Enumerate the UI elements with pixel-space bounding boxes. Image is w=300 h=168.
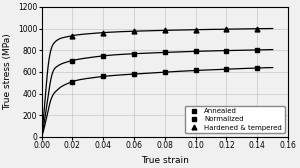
Normalized [101,55,105,57]
Hardened & tempered [163,29,166,31]
Annealed [194,70,197,72]
Annealed [225,68,228,70]
Hardened & tempered [70,35,74,37]
Line: Normalized: Normalized [70,48,260,63]
Hardened & tempered [194,29,197,31]
Hardened & tempered [256,28,259,30]
Normalized [70,59,74,61]
Legend: Annealed, Normalized, Hardened & tempered: Annealed, Normalized, Hardened & tempere… [184,106,285,133]
Line: Hardened & tempered: Hardened & tempered [70,26,260,38]
Annealed [101,75,105,77]
Normalized [163,51,166,53]
Y-axis label: True stress (MPa): True stress (MPa) [4,33,13,110]
Normalized [132,53,136,55]
Hardened & tempered [132,30,136,32]
Normalized [256,49,259,51]
Annealed [163,71,166,73]
Hardened & tempered [225,28,228,30]
Hardened & tempered [101,32,105,34]
X-axis label: True strain: True strain [141,156,189,164]
Annealed [70,81,74,83]
Normalized [194,50,197,52]
Line: Annealed: Annealed [70,66,260,84]
Annealed [132,73,136,75]
Normalized [225,50,228,52]
Annealed [256,67,259,69]
